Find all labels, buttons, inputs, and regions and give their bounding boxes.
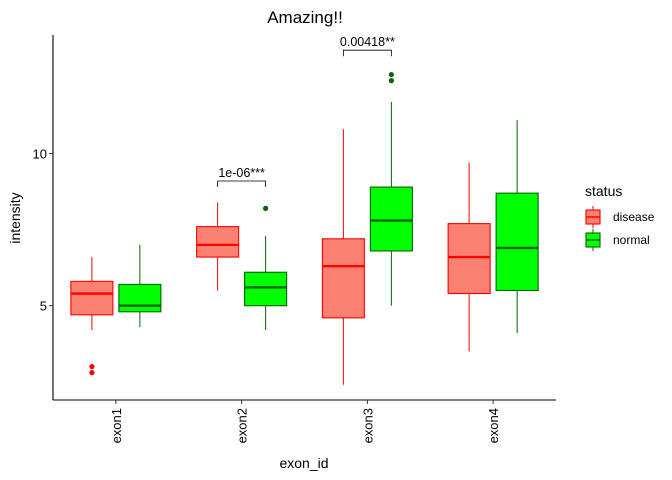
box-normal-exon1: [118, 283, 162, 313]
significance-bracket: [342, 49, 392, 57]
outlier-point: [388, 71, 394, 78]
outlier-point: [89, 370, 95, 376]
y-axis-title: intensity: [7, 192, 23, 243]
outlier-point: [388, 78, 394, 84]
y-tick-label: 10: [33, 147, 47, 162]
box-disease-exon1: [70, 280, 114, 316]
box-disease-exon3: [321, 238, 365, 319]
box-normal-exon3: [369, 186, 413, 252]
x-tick-label: exon2: [235, 408, 250, 443]
x-tick-label: exon4: [486, 408, 501, 443]
x-axis-title: exon_id: [279, 455, 328, 471]
significance-label: 0.00418**: [340, 35, 395, 49]
box-normal-exon2: [244, 271, 288, 307]
x-tick-label: exon1: [109, 408, 124, 443]
legend-title: status: [585, 183, 622, 199]
legend-label-normal: normal: [613, 233, 650, 247]
outlier-point: [263, 205, 269, 211]
legend-label-disease: disease: [613, 210, 655, 224]
chart-title: Amazing!!: [267, 8, 343, 27]
y-tick-label: 5: [40, 299, 47, 314]
box-normal-exon4: [495, 192, 539, 292]
box-disease-exon4: [447, 223, 491, 295]
outlier-point: [89, 363, 95, 370]
box-disease-exon2: [196, 226, 240, 258]
significance-bracket: [217, 180, 267, 187]
x-tick-label: exon3: [360, 408, 375, 443]
significance-label: 1e-06***: [218, 166, 265, 180]
